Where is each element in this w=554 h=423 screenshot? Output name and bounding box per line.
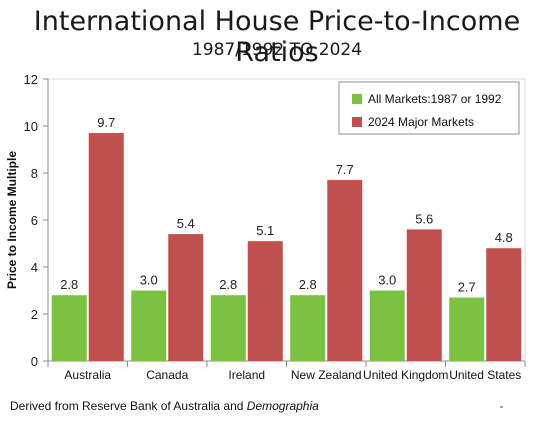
x-tick-label: United Kingdom (363, 368, 448, 382)
y-tick-label: 6 (31, 213, 38, 228)
bar-current (168, 234, 204, 361)
bar-baseline (131, 290, 167, 361)
y-tick-label: 12 (24, 72, 38, 87)
chart-title: International House Price-to-Income Rati… (33, 6, 521, 68)
legend-box (338, 81, 520, 135)
x-tick-label: Australia (64, 368, 111, 382)
y-tick-label: 10 (24, 119, 38, 134)
chart-subtitle: 1987/1992 TO 2024 (191, 40, 363, 60)
bar-value-label: 9.7 (97, 115, 115, 130)
y-tick-label: 0 (31, 354, 38, 369)
y-tick-label: 8 (31, 166, 38, 181)
bars (51, 133, 522, 361)
source-note: Derived from Reserve Bank of Australia a… (10, 399, 319, 413)
bar-baseline (369, 290, 405, 361)
bar-value-label: 2.8 (219, 277, 237, 292)
bar-value-label: 2.8 (299, 277, 317, 292)
decorative-mark (500, 406, 503, 408)
x-tick-label: New Zealand (291, 368, 362, 382)
bar-value-label: 5.6 (415, 211, 433, 226)
y-axis-title: Price to Income Multiple (5, 151, 19, 289)
bar-value-label: 3.0 (140, 273, 158, 288)
bar-labels: 2.8 3.0 2.8 2.8 3.0 2.7 9.7 5.4 5.1 7.7 5.6 4.8 (60, 115, 513, 294)
legend-swatch (352, 117, 362, 127)
x-axis: Australia Canada Ireland New Zealand United … (47, 360, 526, 382)
bar-value-label: 5.4 (177, 216, 195, 231)
bar-value-label: 7.7 (336, 162, 354, 177)
bar-value-label: 3.0 (378, 273, 396, 288)
legend-label: 2024 Major Markets (368, 115, 474, 129)
bar-current (247, 241, 283, 361)
bar-baseline (51, 295, 87, 361)
y-tick-label: 2 (31, 307, 38, 322)
x-tick-label: United States (449, 368, 521, 382)
bar-value-label: 5.1 (256, 223, 274, 238)
source-italic: Demographia (246, 399, 319, 413)
bar-chart: 0 2 4 6 8 10 12 Price to Income Multiple Austra… (5, 72, 526, 382)
y-tick-label: 4 (31, 260, 38, 275)
bar-current (486, 248, 522, 361)
bar-baseline (210, 295, 246, 361)
bar-value-label: 2.7 (458, 280, 476, 295)
legend-swatch (352, 94, 362, 104)
y-axis: 0 2 4 6 8 10 12 Price to Income Multiple (5, 72, 49, 369)
source-text: Derived from Reserve Bank of Australia a… (10, 399, 247, 413)
bar-baseline (290, 295, 326, 361)
x-tick-label: Canada (146, 368, 188, 382)
bar-current (327, 180, 363, 361)
bar-baseline (449, 297, 485, 361)
bar-value-label: 4.8 (495, 230, 513, 245)
bar-current (88, 133, 124, 361)
bar-current (406, 229, 442, 361)
bar-value-label: 2.8 (60, 277, 78, 292)
legend-label: All Markets:1987 or 1992 (368, 92, 502, 106)
x-tick-label: Ireland (228, 368, 265, 382)
legend: All Markets:1987 or 1992 2024 Major Marke… (338, 81, 520, 135)
